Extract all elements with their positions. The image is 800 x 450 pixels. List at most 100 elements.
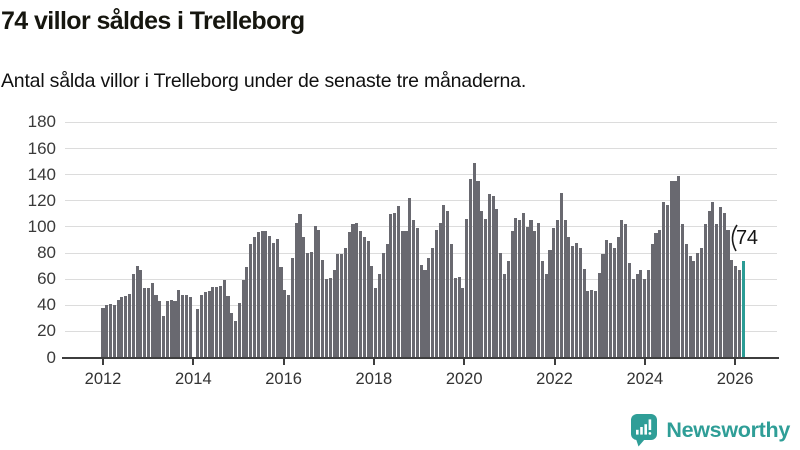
bar (120, 297, 124, 358)
bar (722, 212, 726, 358)
bar (294, 222, 298, 358)
x-axis-tick (192, 359, 195, 365)
bar (707, 211, 711, 358)
bar (412, 220, 416, 358)
x-axis-tick-label: 2016 (265, 370, 302, 388)
y-axis-tick-label: 160 (27, 138, 56, 158)
y-axis-tick-label: 120 (27, 190, 56, 210)
bar (684, 243, 688, 358)
bar (124, 296, 128, 358)
bar (366, 241, 370, 358)
bar (196, 309, 200, 358)
bar (374, 288, 378, 358)
bar (681, 224, 685, 358)
bar (199, 294, 204, 358)
bar (703, 224, 707, 358)
bar (385, 243, 389, 358)
bar (131, 273, 135, 358)
page-title: 74 villor såldes i Trelleborg (1, 7, 305, 35)
bar (552, 228, 556, 358)
bar (518, 220, 522, 358)
bar (112, 305, 116, 358)
bar (692, 260, 696, 358)
x-axis-line (62, 356, 779, 359)
bar (256, 232, 260, 358)
bar (271, 242, 275, 358)
bar (639, 269, 643, 358)
bar (109, 303, 113, 358)
x-axis-tick (372, 359, 375, 365)
bar (404, 230, 408, 358)
bar (203, 292, 207, 358)
bar (287, 294, 291, 358)
bar (537, 222, 541, 358)
bar (359, 230, 363, 358)
x-axis-tick-label: 2022 (536, 370, 573, 388)
x-axis-tick-label: 2020 (445, 370, 483, 388)
bar (605, 239, 609, 358)
bar (465, 219, 469, 358)
bar (669, 181, 673, 358)
bar (540, 260, 544, 358)
bar (116, 300, 120, 358)
bar (139, 269, 143, 358)
bar (396, 206, 400, 358)
bar (662, 202, 666, 358)
bar (419, 264, 423, 358)
bar (340, 254, 344, 358)
x-axis-tick-label: 2014 (174, 370, 212, 388)
bar (105, 305, 109, 358)
bar (734, 266, 738, 358)
bar (726, 229, 730, 358)
bar (260, 230, 264, 358)
bar (146, 288, 150, 358)
bar (309, 251, 313, 358)
gridline (65, 174, 777, 176)
bar (237, 302, 241, 358)
bar (635, 273, 639, 358)
bar (453, 277, 457, 358)
gridline (65, 148, 777, 150)
bar (499, 253, 503, 358)
bar (533, 230, 537, 358)
bar (446, 211, 450, 358)
bar (574, 242, 579, 358)
bar (313, 225, 317, 358)
bar (177, 289, 181, 358)
bar (184, 294, 188, 358)
bar (627, 263, 632, 358)
bar (241, 280, 245, 358)
bar (234, 320, 238, 358)
bar (491, 195, 495, 358)
bar (218, 285, 222, 358)
bar (252, 237, 257, 358)
bar (188, 297, 192, 358)
bar (495, 208, 499, 358)
bar (324, 279, 329, 358)
bar (510, 230, 514, 358)
annotation-leader-curve (731, 224, 738, 252)
y-axis-tick-label: 140 (27, 164, 56, 184)
x-axis-tick (282, 359, 285, 365)
bar (612, 247, 616, 358)
bar (230, 313, 234, 358)
bar (631, 279, 635, 358)
bar (347, 232, 351, 358)
bar (593, 290, 597, 358)
bar (643, 279, 647, 358)
bar (715, 224, 719, 358)
bar (616, 237, 620, 358)
bar (290, 258, 294, 358)
bar (521, 212, 525, 358)
newsworthy-logo[interactable]: Newsworthy (630, 413, 790, 447)
bar (211, 286, 215, 358)
bar (362, 237, 366, 358)
bar (718, 207, 722, 358)
bar (207, 290, 211, 358)
bar (601, 254, 605, 358)
x-axis-tick-label: 2018 (355, 370, 393, 388)
bar (302, 237, 306, 358)
x-axis-tick (463, 359, 466, 365)
bar (143, 288, 147, 358)
